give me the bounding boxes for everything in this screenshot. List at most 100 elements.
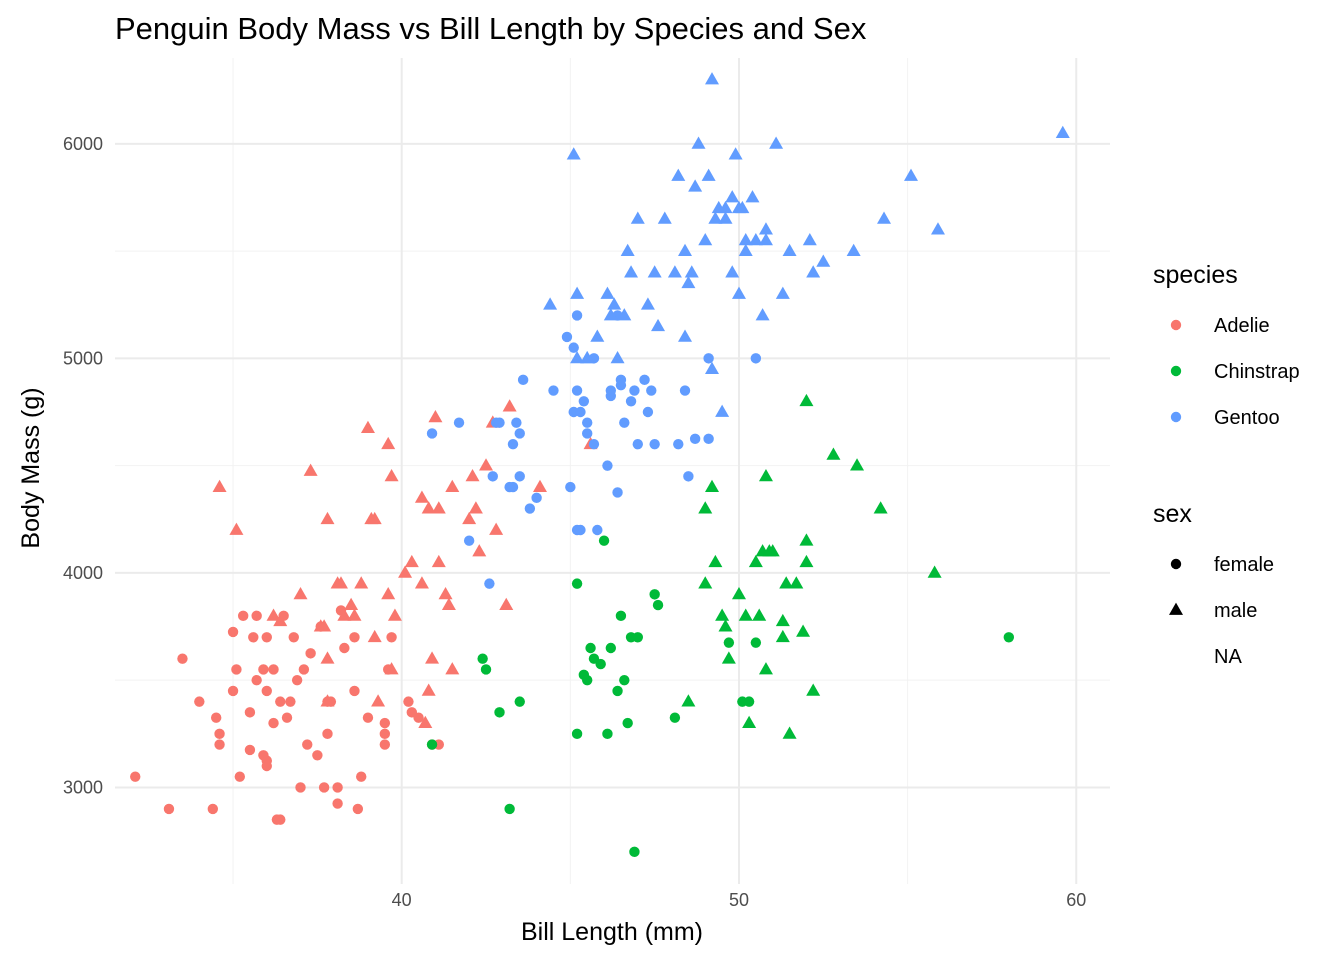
data-point-triangle bbox=[333, 576, 348, 589]
data-point-triangle bbox=[873, 501, 888, 514]
data-point-triangle bbox=[721, 651, 736, 664]
data-point-circle bbox=[177, 653, 188, 664]
data-point-circle bbox=[302, 739, 313, 750]
data-point-circle bbox=[646, 385, 657, 396]
data-point-circle bbox=[507, 438, 519, 450]
legend-label-gentoo: Gentoo bbox=[1214, 407, 1280, 429]
data-point-triangle bbox=[678, 243, 693, 256]
data-point-circle bbox=[585, 642, 596, 654]
data-point-triangle bbox=[570, 351, 585, 364]
data-point-circle bbox=[723, 637, 735, 648]
legend-label-male: male bbox=[1214, 600, 1257, 622]
data-point-circle bbox=[251, 674, 262, 686]
data-point-circle bbox=[214, 739, 225, 750]
y-tick-label: 3000 bbox=[63, 777, 103, 797]
data-point-triangle bbox=[489, 522, 504, 535]
data-point-circle bbox=[750, 353, 762, 364]
data-point-triangle bbox=[782, 726, 797, 739]
data-point-triangle bbox=[758, 222, 773, 235]
data-point-circle bbox=[227, 685, 239, 697]
series-adelie-male bbox=[212, 399, 598, 728]
data-point-circle bbox=[511, 417, 522, 428]
data-point-circle bbox=[588, 438, 600, 450]
data-point-circle bbox=[619, 674, 630, 686]
data-point-circle bbox=[531, 492, 542, 504]
legend-swatch-male bbox=[1169, 602, 1183, 615]
data-point-circle bbox=[571, 310, 583, 321]
data-point-circle bbox=[480, 664, 492, 675]
data-point-triangle bbox=[684, 265, 699, 278]
data-point-circle bbox=[507, 481, 519, 493]
data-point-triangle bbox=[367, 629, 382, 643]
data-point-triangle bbox=[320, 694, 335, 707]
data-point-circle bbox=[339, 642, 350, 654]
data-point-circle bbox=[285, 696, 296, 707]
data-point-circle bbox=[703, 433, 714, 445]
data-point-triangle bbox=[725, 265, 740, 278]
data-point-circle bbox=[322, 728, 333, 740]
data-point-triangle bbox=[752, 608, 767, 621]
data-point-triangle bbox=[367, 511, 382, 525]
data-point-triangle bbox=[657, 211, 672, 224]
data-point-triangle bbox=[769, 136, 784, 149]
data-point-circle bbox=[679, 385, 691, 396]
data-point-triangle bbox=[600, 286, 615, 299]
data-point-triangle bbox=[718, 619, 733, 632]
y-tick-label: 5000 bbox=[63, 348, 103, 368]
data-point-triangle bbox=[371, 694, 386, 707]
data-point-circle bbox=[625, 396, 637, 407]
y-axis-title: Body Mass (g) bbox=[17, 387, 45, 548]
data-point-triangle bbox=[381, 436, 396, 450]
data-point-triangle bbox=[607, 297, 622, 310]
data-point-triangle bbox=[738, 243, 753, 256]
data-point-circle bbox=[561, 331, 573, 343]
data-point-triangle bbox=[647, 265, 662, 278]
data-point-triangle bbox=[691, 136, 706, 149]
data-point-triangle bbox=[738, 233, 753, 246]
data-points bbox=[130, 72, 1070, 858]
data-point-triangle bbox=[425, 651, 440, 664]
data-point-circle bbox=[575, 524, 586, 536]
data-point-circle bbox=[295, 782, 306, 793]
data-point-triangle bbox=[775, 613, 790, 627]
data-point-circle bbox=[275, 814, 286, 825]
data-point-triangle bbox=[472, 544, 487, 557]
data-point-triangle bbox=[731, 587, 746, 600]
data-point-triangle bbox=[468, 501, 483, 514]
data-point-triangle bbox=[651, 318, 666, 332]
data-point-triangle bbox=[698, 233, 713, 246]
major-gridlines bbox=[115, 58, 1110, 884]
data-point-triangle bbox=[590, 329, 605, 342]
data-point-circle bbox=[463, 535, 475, 546]
data-point-circle bbox=[689, 433, 701, 445]
data-point-triangle bbox=[698, 576, 713, 589]
data-point-triangle bbox=[930, 222, 945, 235]
data-point-triangle bbox=[728, 147, 743, 160]
data-point-circle bbox=[568, 342, 579, 353]
data-point-circle bbox=[352, 803, 364, 815]
data-point-circle bbox=[248, 632, 259, 643]
data-point-triangle bbox=[293, 587, 308, 600]
data-point-circle bbox=[356, 771, 367, 782]
data-point-triangle bbox=[465, 469, 480, 482]
data-point-circle bbox=[234, 771, 245, 782]
data-point-triangle bbox=[688, 179, 703, 192]
data-point-circle bbox=[1003, 632, 1015, 643]
data-point-circle bbox=[237, 610, 249, 622]
data-point-triangle bbox=[620, 243, 635, 256]
data-point-triangle bbox=[445, 662, 460, 675]
data-point-triangle bbox=[927, 565, 942, 578]
data-point-triangle bbox=[384, 469, 399, 482]
legend-label-adelie: Adelie bbox=[1214, 315, 1270, 337]
data-point-triangle bbox=[360, 420, 375, 433]
data-point-circle bbox=[632, 632, 643, 643]
data-point-circle bbox=[379, 717, 391, 729]
data-point-triangle bbox=[441, 597, 456, 610]
y-tick-label: 6000 bbox=[63, 134, 103, 154]
data-point-circle bbox=[362, 712, 374, 723]
data-point-triangle bbox=[708, 211, 723, 224]
data-point-circle bbox=[298, 664, 310, 675]
data-point-circle bbox=[652, 599, 664, 611]
x-axis-title: Bill Length (mm) bbox=[521, 918, 703, 946]
